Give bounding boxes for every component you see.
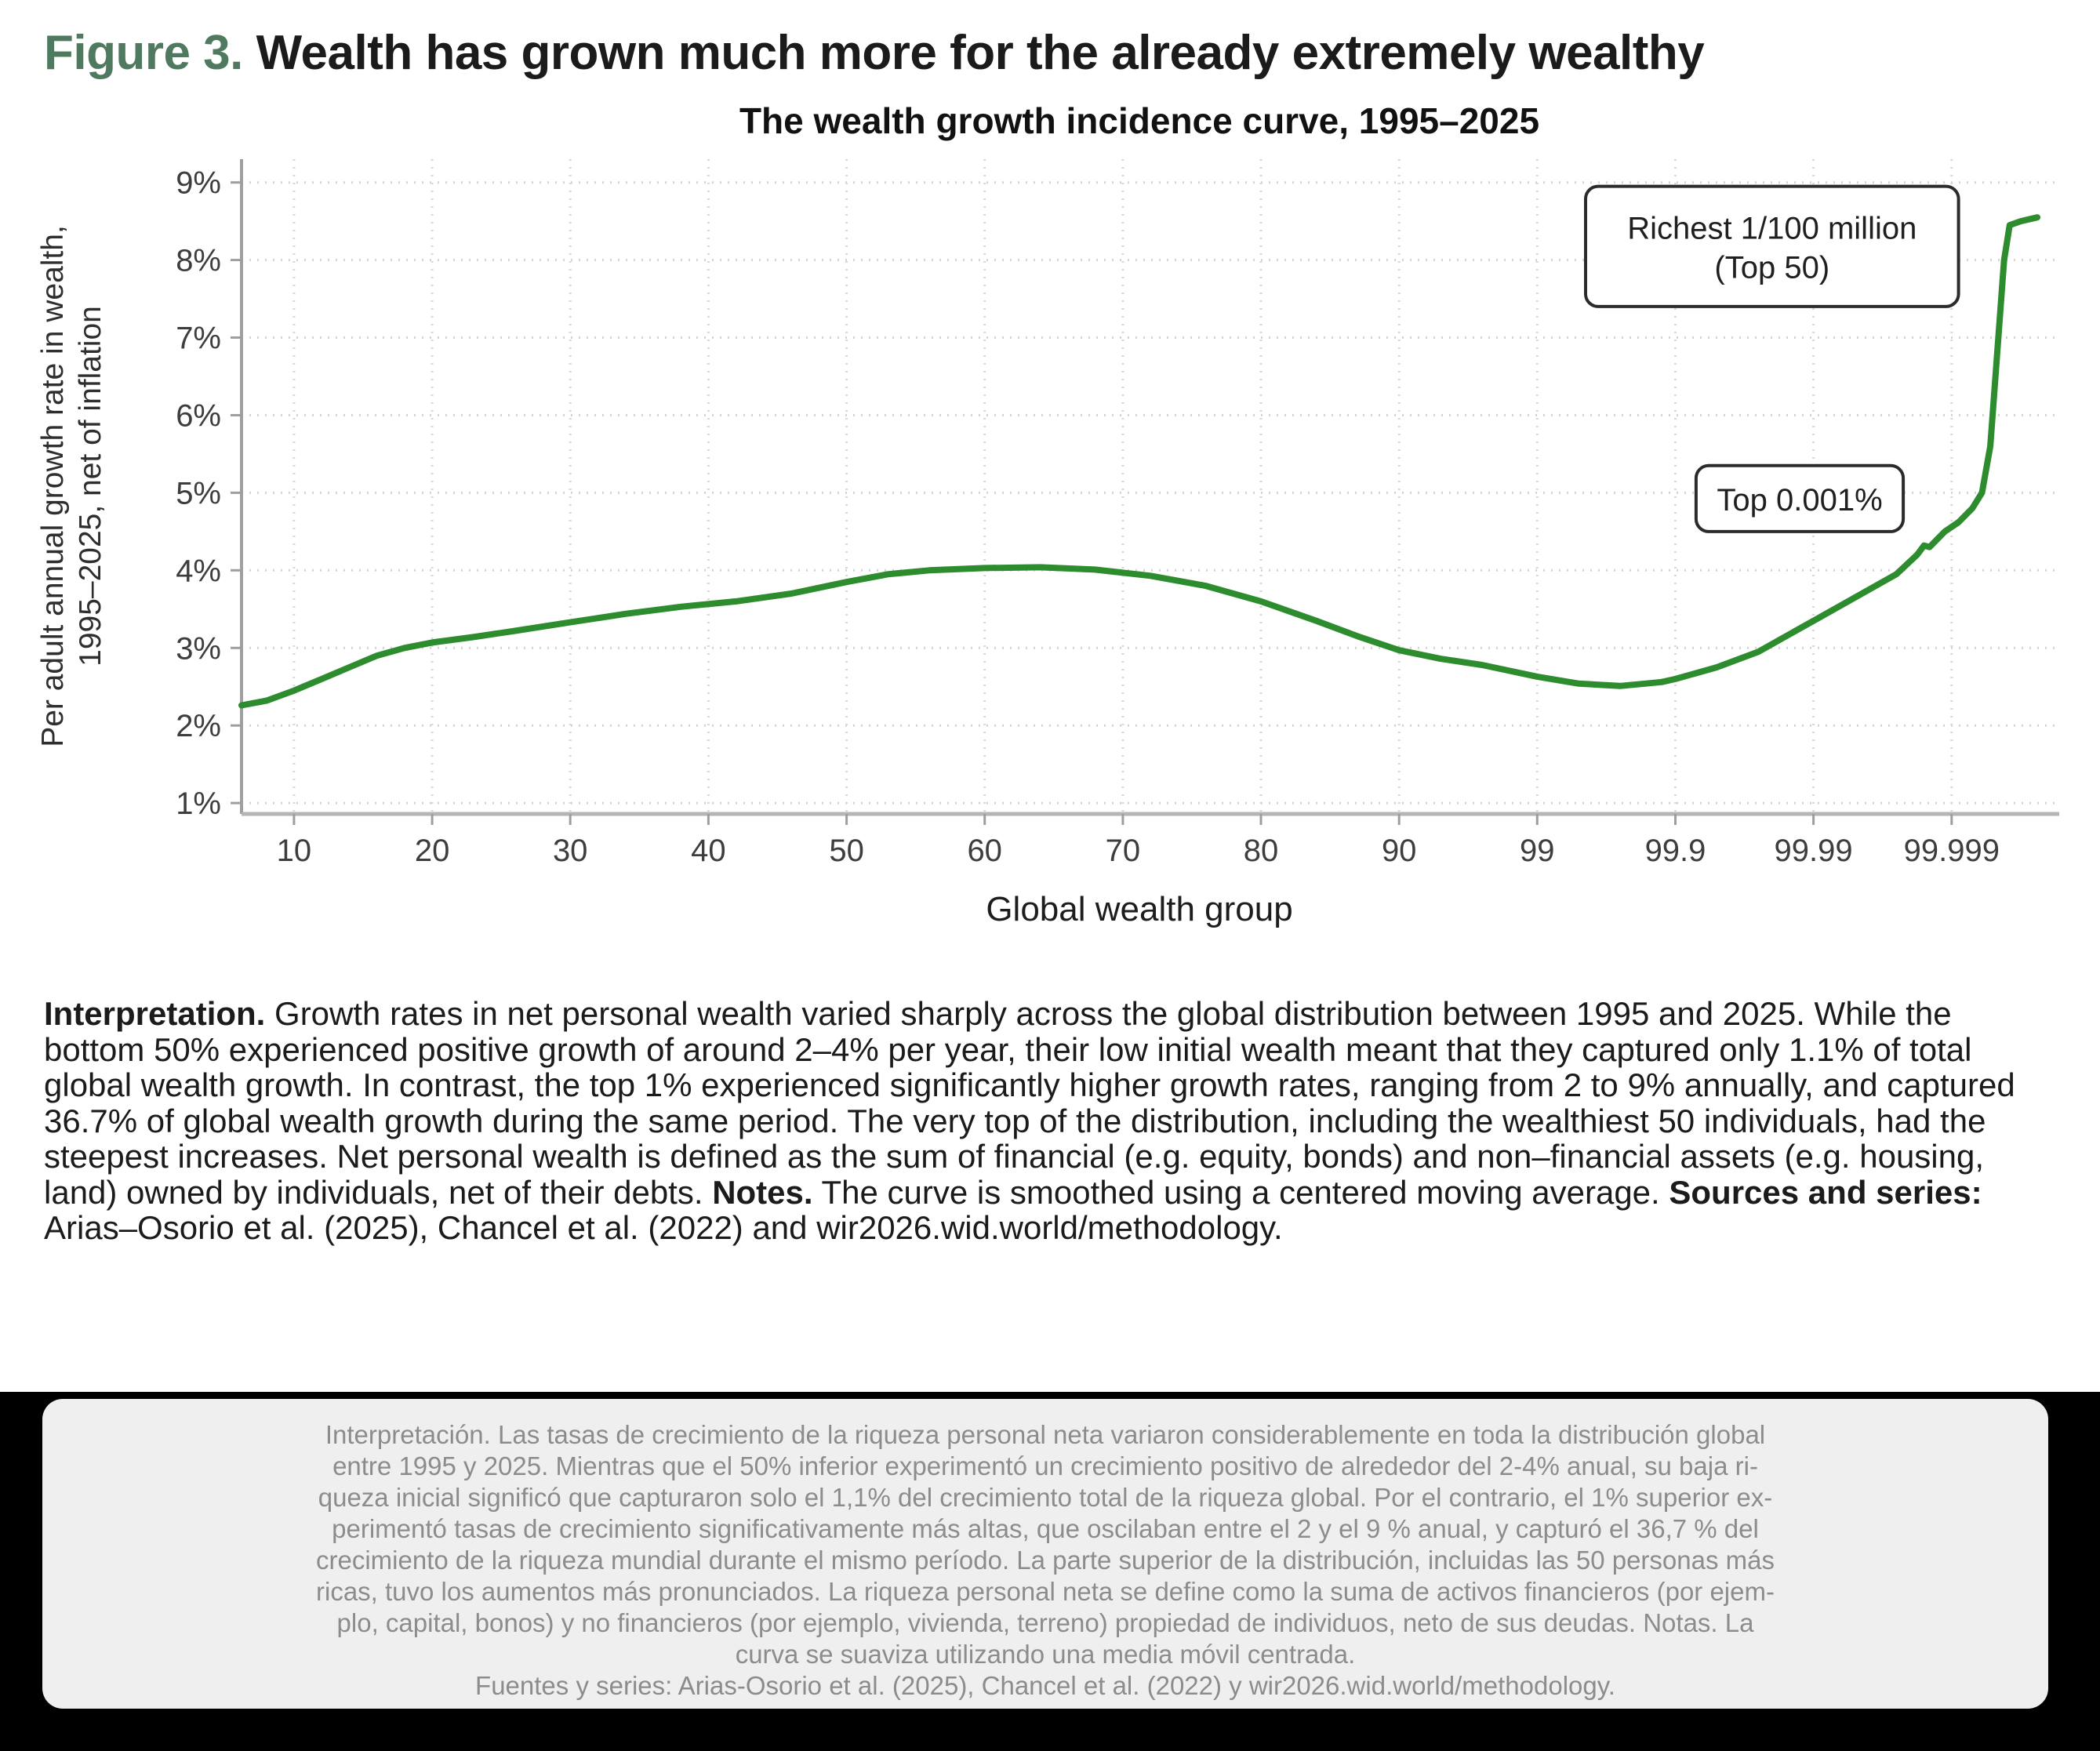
interpretation-body: Growth rates in net personal wealth vari… bbox=[44, 995, 2015, 1211]
spanish-line: plo, capital, bonos) y no financieros (p… bbox=[336, 1608, 1754, 1637]
y-tick-label: 4% bbox=[176, 554, 221, 588]
sources-lead: Sources and series: bbox=[1669, 1173, 1982, 1211]
x-tick-label: 80 bbox=[1244, 834, 1279, 868]
notes-body: The curve is smoothed using a centered m… bbox=[812, 1173, 1669, 1211]
sources-body: Arias–Osorio et al. (2025), Chancel et a… bbox=[44, 1209, 1283, 1247]
annotation-box bbox=[1694, 463, 1906, 534]
chart-title: The wealth growth incidence curve, 1995–… bbox=[739, 100, 1539, 141]
spanish-line: entre 1995 y 2025. Mientras que el 50% i… bbox=[332, 1451, 1758, 1480]
interpretation-lead: Interpretation. bbox=[44, 995, 266, 1033]
x-tick-label: 70 bbox=[1106, 834, 1141, 868]
annotation-label: Top 0.001% bbox=[1717, 483, 1882, 518]
series-layer bbox=[238, 214, 2040, 709]
figure-title: Wealth has grown much more for the alrea… bbox=[242, 26, 1705, 80]
spanish-line: perimentó tasas de crecimiento significa… bbox=[332, 1514, 1759, 1543]
x-tick-label: 30 bbox=[553, 834, 588, 868]
x-tick-label: 90 bbox=[1382, 834, 1417, 868]
y-axis-label-line1: Per adult annual growth rate in wealth, bbox=[36, 225, 70, 747]
x-tick-label: 50 bbox=[829, 834, 864, 868]
annotation-label: Richest 1/100 million bbox=[1627, 211, 1917, 245]
x-tick-label: 10 bbox=[277, 834, 312, 868]
annotation-box bbox=[1584, 184, 1960, 309]
y-tick-label: 5% bbox=[176, 477, 221, 511]
y-tick-label: 2% bbox=[176, 709, 221, 743]
spanish-line: crecimiento de la riqueza mundial durant… bbox=[316, 1546, 1775, 1575]
spanish-line: ricas, tuvo los aumentos más pronunciado… bbox=[316, 1577, 1775, 1606]
y-tick-label: 8% bbox=[176, 244, 221, 278]
wealth-growth-chart: The wealth growth incidence curve, 1995–… bbox=[36, 100, 2059, 928]
x-tick-label: 60 bbox=[967, 834, 1002, 868]
y-tick-label: 6% bbox=[176, 399, 221, 434]
spanish-line: Interpretación. Las tasas de crecimiento… bbox=[325, 1420, 1766, 1449]
figure-number-label: Figure 3. bbox=[44, 26, 243, 80]
x-tick-label: 99.9 bbox=[1645, 834, 1706, 868]
annotation-layer: Richest 1/100 million (Top 50) Top 0.001% bbox=[1584, 184, 1960, 534]
chart-area: The wealth growth incidence curve, 1995–… bbox=[22, 85, 2100, 963]
notes-lead: Notes. bbox=[712, 1173, 813, 1211]
axis-layer: 9% 8% 7% 6% 5% 4% 3% 2% 1% 10 20 30 40 50 60 70 80 90 99 99… bbox=[176, 159, 2059, 868]
spanish-line: Fuentes y series: Arias-Osorio et al. (2… bbox=[475, 1671, 1615, 1700]
interpretation-paragraph: Interpretation. Growth rates in net pers… bbox=[44, 996, 2055, 1246]
y-tick-label: 7% bbox=[176, 322, 221, 356]
y-tick-label: 9% bbox=[176, 166, 221, 201]
y-tick-label: 3% bbox=[176, 631, 221, 666]
x-tick-label: 99.99 bbox=[1775, 834, 1853, 868]
x-axis-label: Global wealth group bbox=[986, 890, 1292, 928]
y-axis-label-line2: 1995–2025, net of inflation bbox=[74, 306, 107, 667]
figure-heading: Figure 3. Wealth has grown much more for… bbox=[0, 0, 2100, 80]
x-tick-label: 40 bbox=[691, 834, 726, 868]
spanish-translation-band: Interpretación. Las tasas de crecimiento… bbox=[0, 1392, 2100, 1751]
spanish-translation-box: Interpretación. Las tasas de crecimiento… bbox=[42, 1399, 2048, 1709]
x-tick-label: 20 bbox=[415, 834, 450, 868]
y-tick-label: 1% bbox=[176, 786, 221, 821]
growth-curve-line bbox=[238, 214, 2040, 709]
spanish-line: curva se suaviza utilizando una media mó… bbox=[735, 1640, 1356, 1669]
x-tick-label: 99 bbox=[1520, 834, 1555, 868]
x-tick-label: 99.999 bbox=[1904, 834, 2000, 868]
spanish-line: queza inicial significó que capturaron s… bbox=[318, 1483, 1773, 1512]
annotation-label: (Top 50) bbox=[1714, 250, 1829, 285]
